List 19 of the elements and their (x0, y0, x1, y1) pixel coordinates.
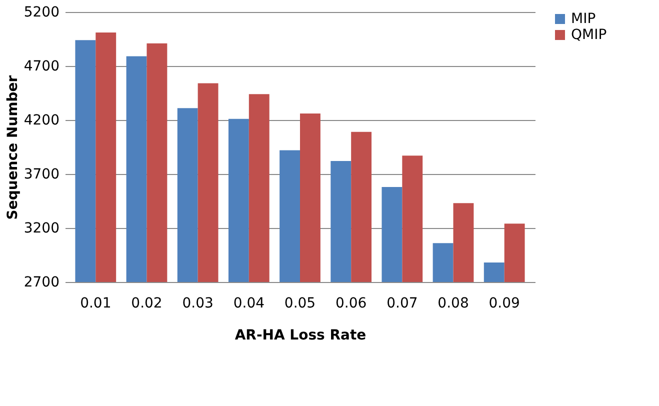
x-tick-label: 0.08 (438, 296, 469, 312)
x-tick-label: 0.07 (386, 296, 418, 312)
x-tick-label: 0.03 (182, 296, 214, 312)
y-tick-label: 4700 (24, 58, 60, 74)
y-tick-label: 3200 (24, 220, 60, 236)
x-tick-label: 0.09 (488, 296, 520, 312)
x-tick-label: 0.04 (233, 296, 265, 312)
y-tick-label: 5200 (24, 4, 60, 20)
y-tick-label: 3700 (24, 166, 60, 182)
x-tick-label: 0.02 (131, 296, 162, 312)
legend-label: MIP (571, 11, 596, 27)
y-axis-title: Sequence Number (4, 75, 21, 220)
x-tick-label: 0.05 (284, 296, 316, 312)
x-tick-label: 0.01 (80, 296, 112, 312)
y-tick-label: 2700 (24, 274, 60, 290)
x-tick-label: 0.06 (336, 296, 367, 312)
x-axis-title: AR-HA Loss Rate (234, 328, 366, 344)
y-tick-label: 4200 (24, 112, 60, 128)
legend-label: QMIP (571, 27, 607, 43)
